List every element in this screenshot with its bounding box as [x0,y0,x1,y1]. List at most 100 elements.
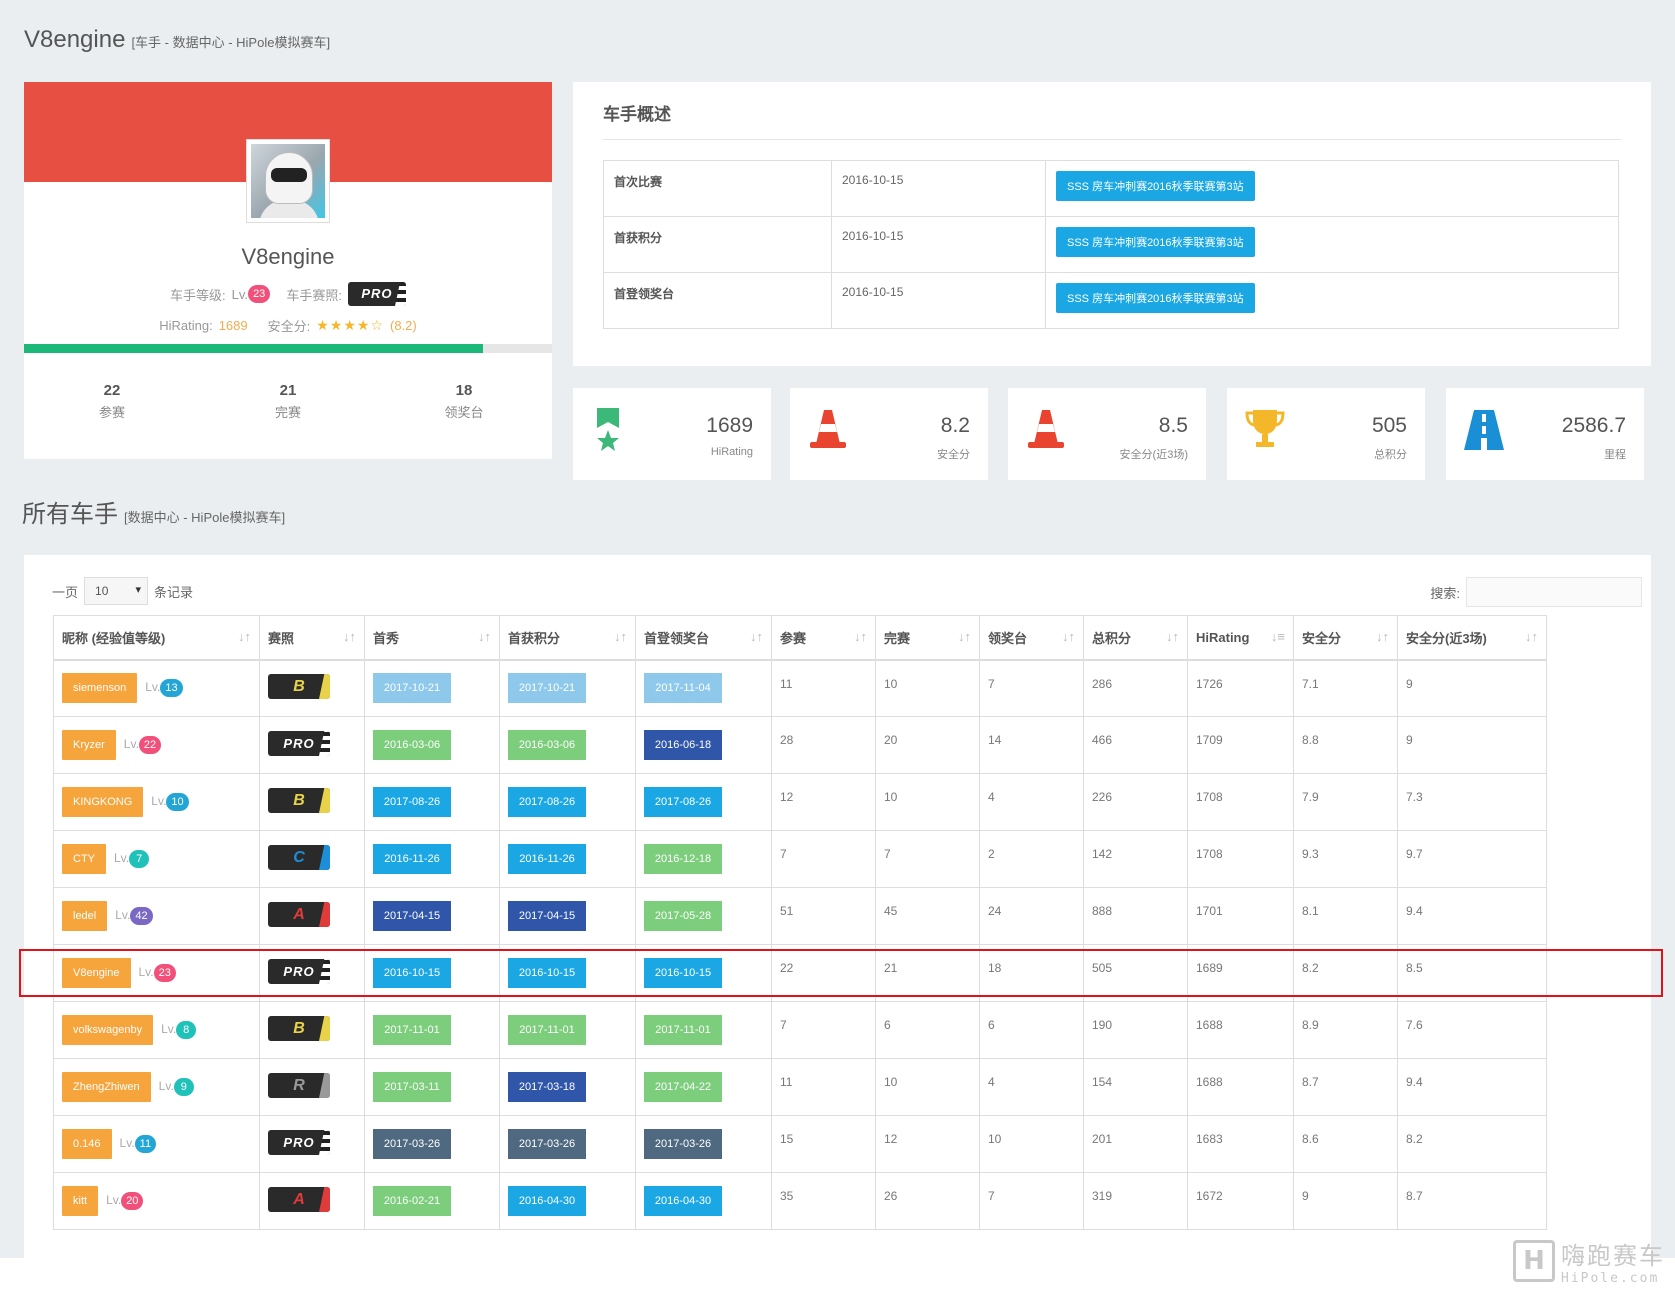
first-points-date-badge[interactable]: 2016-11-26 [508,844,586,874]
column-header[interactable]: 参赛 ↓↑ [771,615,876,661]
level-badge: 10 [166,793,189,811]
sort-icon[interactable]: ↓↑ [1525,629,1538,644]
debut-date-badge[interactable]: 2017-04-15 [373,901,451,931]
first-points-date-badge[interactable]: 2016-03-06 [508,730,586,760]
table-row[interactable]: V8engine Lv. 23 PRO 2016-10-15 2016-10-15 2016… [53,944,1547,1002]
driver-name-link[interactable]: ledel [62,901,108,931]
sort-icon[interactable]: ↓↑ [1166,629,1179,644]
cell-safety: 7.1 [1293,659,1398,717]
driver-name-link[interactable]: siemenson [62,673,138,704]
first-podium-date-badge[interactable]: 2017-03-26 [644,1129,722,1159]
table-row[interactable]: 0.146 Lv. 11 PRO 2017-03-26 2017-03-26 2017-03… [53,1115,1547,1173]
debut-date-badge[interactable]: 2017-03-26 [373,1129,451,1159]
column-header[interactable]: 安全分 ↓↑ [1293,615,1398,661]
first-points-date-badge[interactable]: 2017-04-15 [508,901,586,931]
table-row[interactable]: ledel Lv. 42 A 2017-04-15 2017-04-15 2017-05-2… [53,887,1547,945]
sort-icon[interactable]: ↓↑ [750,629,763,644]
license-c-icon: C [268,845,330,870]
table-row[interactable]: kitt Lv. 20 A 2016-02-21 2016-04-30 2016-04-30… [53,1172,1547,1230]
debut-date-badge[interactable]: 2016-02-21 [373,1186,451,1216]
table-row[interactable]: siemenson Lv. 13 B 2017-10-21 2017-10-21 2017-… [53,659,1547,717]
sort-icon[interactable]: ↓↑ [343,629,356,644]
sort-icon[interactable]: ↓↑ [958,629,971,644]
table-header: 昵称 (经验值等级) ↓↑ 赛照 ↓↑ 首秀 ↓↑ 首获积分 ↓↑ 首登领奖台 ↓↑ 参赛 ↓↑ 完赛 ↓… [53,615,1547,661]
sort-icon[interactable]: ↓↑ [854,629,867,644]
driver-name-link[interactable]: volkswagenby [62,1015,154,1045]
column-header[interactable]: HiRating ↓≡ [1187,615,1294,661]
search-input[interactable] [1466,577,1642,607]
cell-hirating: 1688 [1187,1058,1294,1116]
debut-date-badge[interactable]: 2017-10-21 [373,673,451,704]
first-podium-date-badge[interactable]: 2016-10-15 [644,958,722,988]
column-header-label: 昵称 (经验值等级) [62,630,166,646]
first-podium-date-badge[interactable]: 2017-05-28 [644,901,722,931]
column-header[interactable]: 赛照 ↓↑ [259,615,365,661]
debut-date-badge[interactable]: 2016-10-15 [373,958,451,988]
driver-name-link[interactable]: kitt [62,1186,99,1216]
sort-icon[interactable]: ↓≡ [1270,629,1285,644]
section-title-text: 所有车手 [22,501,118,528]
level-prefix: Lv. [119,1136,135,1150]
sort-icon[interactable]: ↓↑ [238,629,251,644]
driver-name-link[interactable]: ZhengZhiwen [62,1072,151,1102]
table-row[interactable]: KINGKONG Lv. 10 B 2017-08-26 2017-08-26 2017-0… [53,773,1547,831]
level-badge: 23 [153,964,176,982]
first-points-date-badge[interactable]: 2017-11-01 [508,1015,586,1045]
debut-date-badge[interactable]: 2017-11-01 [373,1015,451,1045]
event-link-button[interactable]: SSS 房车冲刺赛2016秋季联赛第3站 [1056,227,1255,257]
column-header[interactable]: 完赛 ↓↑ [875,615,980,661]
first-podium-date-badge[interactable]: 2017-08-26 [644,787,722,817]
column-header[interactable]: 昵称 (经验值等级) ↓↑ [53,615,260,661]
driver-name-link[interactable]: V8engine [62,958,131,988]
sort-icon[interactable]: ↓↑ [614,629,627,644]
sort-icon[interactable]: ↓↑ [478,629,491,644]
debut-date-badge[interactable]: 2017-08-26 [373,787,451,817]
hirating-label: HiRating: [159,318,213,333]
profile-stats: 22 参赛 21 完赛 18 领奖台 [24,382,552,421]
first-podium-date-badge[interactable]: 2016-04-30 [644,1186,722,1216]
card-value: 8.5 [1158,414,1188,437]
first-points-date-badge[interactable]: 2017-03-26 [508,1129,586,1159]
event-link-button[interactable]: SSS 房车冲刺赛2016秋季联赛第3站 [1056,283,1255,313]
cell-races: 15 [771,1115,876,1173]
first-podium-date-badge[interactable]: 2017-11-01 [644,1015,722,1045]
first-points-date-badge[interactable]: 2017-08-26 [508,787,586,817]
column-header[interactable]: 首登领奖台 ↓↑ [635,615,772,661]
table-row[interactable]: CTY Lv. 7 C 2016-11-26 2016-11-26 2016-12-18 7 7… [53,830,1547,888]
avatar[interactable] [246,139,330,223]
column-header-label: 安全分 [1302,630,1342,646]
first-podium-date-badge[interactable]: 2017-11-04 [644,673,722,704]
driver-overview-panel: 车手概述 首次比赛 2016-10-15 SSS 房车冲刺赛2016秋季联赛第3… [573,82,1651,366]
cell-podiums: 10 [979,1115,1084,1173]
column-header[interactable]: 安全分(近3场) ↓↑ [1397,615,1547,661]
driver-name-link[interactable]: KINGKONG [62,787,144,817]
first-points-date-badge[interactable]: 2017-10-21 [508,673,586,704]
table-row[interactable]: ZhengZhiwen Lv. 9 R 2017-03-11 2017-03-18 2017… [53,1058,1547,1116]
first-points-date-badge[interactable]: 2016-04-30 [508,1186,586,1216]
first-points-date-badge[interactable]: 2016-10-15 [508,958,586,988]
cell-races: 11 [771,1058,876,1116]
first-points-date-badge[interactable]: 2017-03-18 [508,1072,586,1102]
sort-icon[interactable]: ↓↑ [1062,629,1075,644]
driver-name-link[interactable]: 0.146 [62,1129,112,1159]
debut-date-badge[interactable]: 2016-11-26 [373,844,451,874]
first-podium-date-badge[interactable]: 2016-06-18 [644,730,722,760]
debut-date-badge[interactable]: 2017-03-11 [373,1072,451,1102]
cell-points: 888 [1083,887,1188,945]
table-row[interactable]: Kryzer Lv. 22 PRO 2016-03-06 2016-03-06 2016-0… [53,716,1547,774]
first-podium-date-badge[interactable]: 2017-04-22 [644,1072,722,1102]
driver-name-link[interactable]: Kryzer [62,730,116,760]
column-header[interactable]: 领奖台 ↓↑ [979,615,1084,661]
column-header[interactable]: 首秀 ↓↑ [364,615,500,661]
cell-hirating: 1708 [1187,773,1294,831]
event-link-button[interactable]: SSS 房车冲刺赛2016秋季联赛第3站 [1056,171,1255,201]
page-length-select[interactable]: 10 [84,577,149,605]
cell-races: 12 [771,773,876,831]
column-header[interactable]: 首获积分 ↓↑ [499,615,636,661]
sort-icon[interactable]: ↓↑ [1376,629,1389,644]
debut-date-badge[interactable]: 2016-03-06 [373,730,451,760]
driver-name-link[interactable]: CTY [62,844,106,874]
column-header[interactable]: 总积分 ↓↑ [1083,615,1188,661]
first-podium-date-badge[interactable]: 2016-12-18 [644,844,722,874]
table-row[interactable]: volkswagenby Lv. 8 B 2017-11-01 2017-11-01 201… [53,1001,1547,1059]
